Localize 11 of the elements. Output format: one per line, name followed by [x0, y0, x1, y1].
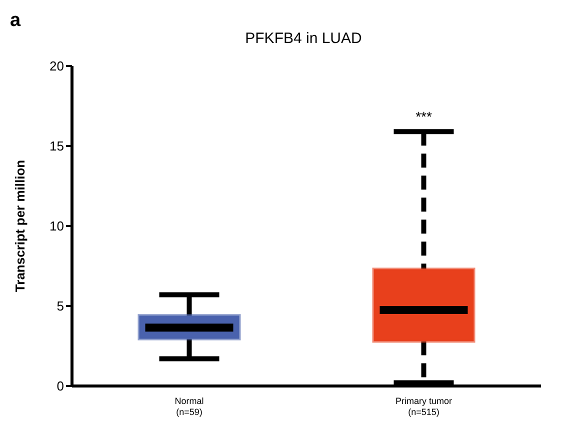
text: a	[10, 10, 21, 32]
y-tick-label: 15	[50, 138, 64, 154]
y-tick-label: 10	[50, 218, 64, 234]
y-tick-label: 20	[50, 58, 64, 74]
x-tick-label: Primary tumor (n=515)	[395, 396, 452, 417]
y-tick-label: 5	[56, 298, 64, 314]
annotation: ***	[416, 108, 432, 125]
y-axis-title: Transcript per million	[12, 160, 28, 292]
chart-title: PFKFB4 in LUAD	[244, 30, 363, 47]
y-tick-label: 0	[56, 378, 64, 394]
x-tick-label: Normal (n=59)	[174, 396, 204, 417]
